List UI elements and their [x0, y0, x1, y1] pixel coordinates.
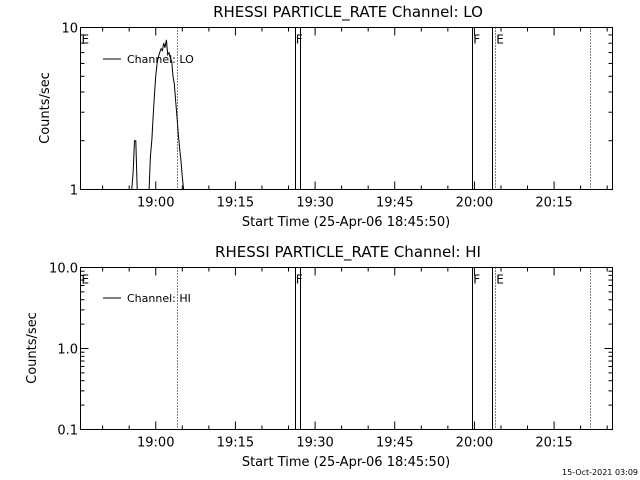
x-tick-label: 20:15 — [535, 196, 572, 211]
chart-panel-lo: RHESSI PARTICLE_RATE Channel: LO Counts/… — [38, 3, 613, 230]
y-axis-label: Counts/sec — [38, 72, 53, 144]
flag-annotation: F — [473, 33, 480, 47]
y-tick-label: 10.0 — [49, 262, 78, 277]
chart-title: RHESSI PARTICLE_RATE Channel: LO — [213, 3, 483, 22]
x-tick-label: 20:00 — [456, 436, 493, 451]
x-axis-label: Start Time (25-Apr-06 18:45:50) — [242, 455, 450, 470]
x-tick-label: 19:45 — [376, 196, 413, 211]
chart-title: RHESSI PARTICLE_RATE Channel: HI — [215, 243, 481, 262]
x-axis-ticks: 19:00 19:15 19:30 19:45 20:00 20:15 — [102, 27, 608, 211]
flag-annotation: F — [296, 33, 303, 47]
x-tick-label: 19:30 — [296, 196, 333, 211]
legend-label: Channel: HI — [127, 292, 191, 305]
x-tick-label: 19:00 — [137, 196, 174, 211]
flag-annotation: E — [496, 273, 504, 287]
y-tick-label: 10 — [61, 22, 78, 37]
y-axis-ticks: 1 10 — [61, 22, 613, 199]
y-tick-label: 0.1 — [57, 424, 78, 439]
x-tick-label: 20:15 — [535, 436, 572, 451]
x-tick-label: 19:00 — [137, 436, 174, 451]
legend: Channel: LO — [103, 53, 194, 66]
flag-annotation: F — [473, 273, 480, 287]
legend: Channel: HI — [103, 292, 191, 305]
y-tick-label: 1.0 — [57, 343, 78, 358]
x-tick-label: 19:45 — [376, 436, 413, 451]
y-axis-label: Counts/sec — [25, 312, 40, 384]
x-tick-label: 19:15 — [217, 196, 254, 211]
x-tick-label: 20:00 — [456, 196, 493, 211]
flag-annotation: E — [496, 33, 504, 47]
flag-annotation: E — [82, 273, 90, 287]
x-axis-label: Start Time (25-Apr-06 18:45:50) — [242, 215, 450, 230]
x-tick-label: 19:30 — [296, 436, 333, 451]
plot-frame — [80, 27, 613, 190]
flag-annotation: F — [296, 273, 303, 287]
x-tick-label: 19:15 — [217, 436, 254, 451]
flag-annotation: E — [82, 33, 90, 47]
y-tick-label: 1 — [70, 184, 78, 199]
y-axis-ticks: 0.1 1.0 10.0 — [49, 262, 613, 439]
series-layer — [131, 39, 187, 190]
legend-label: Channel: LO — [127, 53, 194, 66]
chart-panel-hi: RHESSI PARTICLE_RATE Channel: HI Counts/… — [25, 243, 613, 470]
x-axis-ticks: 19:00 19:15 19:30 19:45 20:00 20:15 — [102, 267, 608, 451]
footer-timestamp: 15-Oct-2021 03:09 — [562, 468, 638, 477]
series-line — [131, 39, 187, 190]
